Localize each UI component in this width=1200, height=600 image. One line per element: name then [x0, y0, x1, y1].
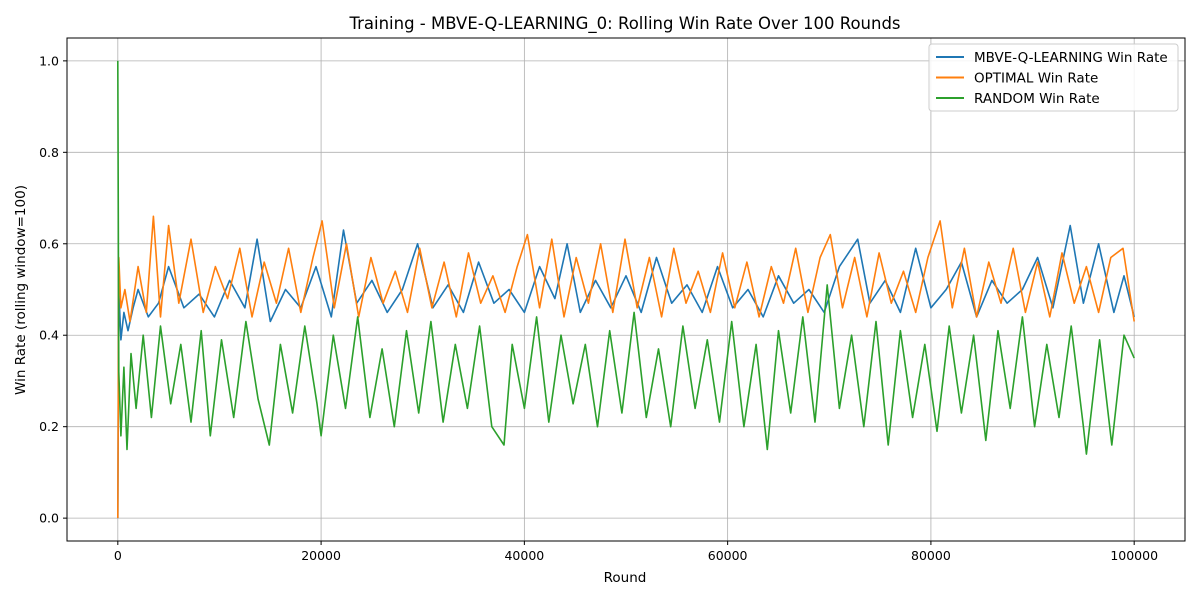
chart-title: Training - MBVE-Q-LEARNING_0: Rolling Wi… [348, 14, 900, 34]
legend-label-random: RANDOM Win Rate [974, 91, 1100, 107]
y-tick-label: 0.0 [39, 511, 59, 526]
y-tick-label: 0.2 [39, 419, 59, 434]
y-tick-label: 0.4 [39, 328, 59, 343]
x-tick-label: 80000 [911, 548, 951, 563]
series-line-random [117, 60, 1135, 455]
legend-label-mbve: MBVE-Q-LEARNING Win Rate [974, 50, 1168, 66]
legend-label-optimal: OPTIMAL Win Rate [974, 71, 1098, 87]
x-axis-label: Round [604, 570, 647, 586]
x-tick-label: 40000 [504, 548, 544, 563]
axes-frame [66, 37, 1186, 542]
legend: MBVE-Q-LEARNING Win Rate OPTIMAL Win Rate… [928, 43, 1179, 112]
x-tick-label: 20000 [301, 548, 341, 563]
y-tick-label: 0.6 [39, 236, 59, 251]
y-tick-label: 1.0 [39, 53, 59, 68]
series-line-optimal [117, 215, 1135, 519]
legend-box [928, 43, 1179, 112]
plot-area: 0 20000 40000 60000 80000 100000 0.0 0.2 0.4 0.6 0… [39, 37, 1186, 563]
x-tick-label: 60000 [708, 548, 748, 563]
x-tick-label: 100000 [1110, 548, 1158, 563]
series-line-mbve [117, 224, 1135, 519]
y-axis-label: Win Rate (rolling window=100) [13, 185, 29, 395]
y-tick-label: 0.8 [39, 145, 59, 160]
x-tick-label: 0 [114, 548, 122, 563]
